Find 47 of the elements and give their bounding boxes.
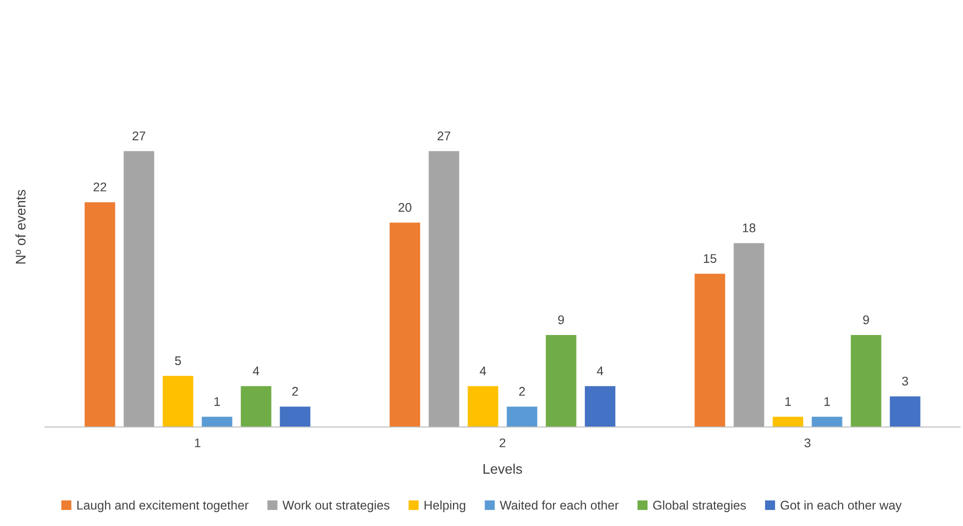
data-label: 4 bbox=[252, 366, 260, 376]
data-label: 18 bbox=[742, 223, 756, 232]
bar bbox=[240, 386, 272, 427]
bar bbox=[850, 335, 882, 427]
legend-label: Got in each other way bbox=[780, 500, 902, 512]
x-axis-title: Levels bbox=[484, 464, 522, 474]
bar bbox=[694, 274, 726, 427]
data-label: 2 bbox=[519, 386, 525, 396]
legend-label: Waited for each other bbox=[500, 500, 619, 510]
data-label: 4 bbox=[480, 366, 486, 376]
bar bbox=[390, 222, 420, 427]
bar bbox=[812, 416, 842, 427]
y-axis-title: Nº of events bbox=[15, 190, 26, 264]
data-label: 9 bbox=[863, 315, 869, 324]
x-tick-label: 1 bbox=[194, 438, 200, 448]
data-label: 20 bbox=[398, 203, 412, 212]
legend-label: Laugh and excitement together bbox=[77, 500, 248, 512]
data-label: 9 bbox=[558, 315, 564, 324]
bar bbox=[428, 151, 460, 427]
bar bbox=[734, 243, 764, 427]
bar bbox=[890, 396, 920, 427]
bar bbox=[468, 386, 498, 427]
legend-label: Work out strategies bbox=[282, 500, 390, 512]
data-label: 15 bbox=[704, 254, 716, 263]
legend-label: Helping bbox=[424, 500, 466, 512]
data-label: 2 bbox=[292, 386, 298, 396]
bar bbox=[584, 386, 616, 427]
bar bbox=[772, 416, 804, 427]
bar bbox=[84, 202, 116, 427]
x-tick-label: 2 bbox=[500, 438, 506, 448]
x-tick-label: 3 bbox=[804, 438, 810, 448]
data-label: 1 bbox=[785, 397, 791, 406]
bar bbox=[124, 151, 154, 427]
data-label: 1 bbox=[214, 397, 220, 406]
bar bbox=[280, 406, 310, 427]
bar bbox=[546, 335, 576, 427]
data-label: 5 bbox=[175, 356, 181, 366]
data-label: 22 bbox=[94, 182, 106, 192]
bar bbox=[506, 406, 538, 427]
legend-label: Global strategies bbox=[653, 500, 746, 512]
data-label: 27 bbox=[438, 131, 450, 140]
data-label: 4 bbox=[596, 366, 604, 376]
data-label: 1 bbox=[824, 397, 830, 406]
data-label: 27 bbox=[132, 131, 146, 140]
bar bbox=[162, 376, 194, 427]
bar bbox=[202, 416, 232, 427]
data-label: 3 bbox=[902, 376, 908, 386]
